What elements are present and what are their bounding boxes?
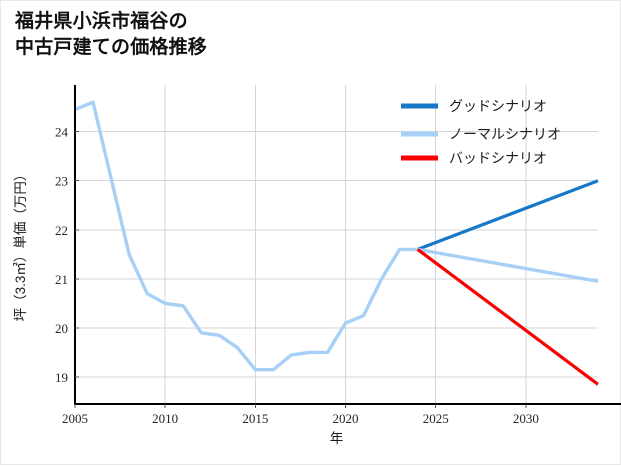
y-tick-label: 21 (55, 272, 68, 287)
x-tick-label: 2005 (62, 411, 88, 426)
legend-label-1: グッドシナリオ (449, 99, 547, 115)
series-line-2 (74, 100, 599, 372)
y-tick-label: 24 (55, 125, 69, 140)
series-lines (74, 100, 599, 386)
y-tick-label: 20 (55, 321, 68, 336)
y-tick-label: 19 (55, 370, 68, 385)
legend-label-3: バッドシナリオ (449, 152, 547, 167)
x-axis-title: 年 (330, 431, 344, 446)
x-tick-label: 2020 (333, 411, 359, 426)
y-tick-label: 22 (55, 223, 68, 238)
gridlines (75, 85, 598, 404)
y-axis-title: 坪（3.3㎡）単価（万円） (13, 168, 28, 322)
y-tick-label: 23 (55, 174, 68, 189)
series-line-3 (416, 248, 599, 386)
page-title: 福井県小浜市福谷の 中古戸建ての価格推移 (15, 11, 208, 58)
x-tick-label: 2030 (513, 411, 539, 426)
legend-label-2: ノーマルシナリオ (449, 128, 561, 143)
tick-labels: 19 20 21 22 23 24 2005 2010 2015 2020 2025 2030 (55, 125, 539, 426)
x-tick-label: 2015 (242, 411, 268, 426)
x-tick-label: 2010 (152, 411, 178, 426)
axis-titles: 年 坪（3.3㎡）単価（万円） (13, 168, 343, 446)
x-tick-label: 2025 (423, 411, 449, 426)
series-line-1 (417, 179, 599, 251)
